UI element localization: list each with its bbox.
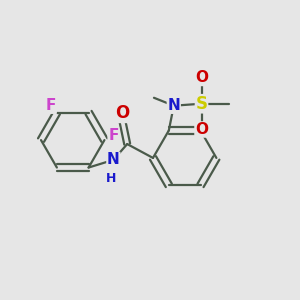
Text: N: N bbox=[167, 98, 180, 113]
Text: H: H bbox=[106, 172, 116, 185]
Text: O: O bbox=[115, 104, 129, 122]
Text: N: N bbox=[107, 152, 120, 167]
Text: O: O bbox=[195, 70, 208, 86]
Text: F: F bbox=[46, 98, 56, 113]
Text: O: O bbox=[195, 122, 208, 137]
Text: F: F bbox=[108, 128, 118, 142]
Text: S: S bbox=[196, 95, 208, 113]
